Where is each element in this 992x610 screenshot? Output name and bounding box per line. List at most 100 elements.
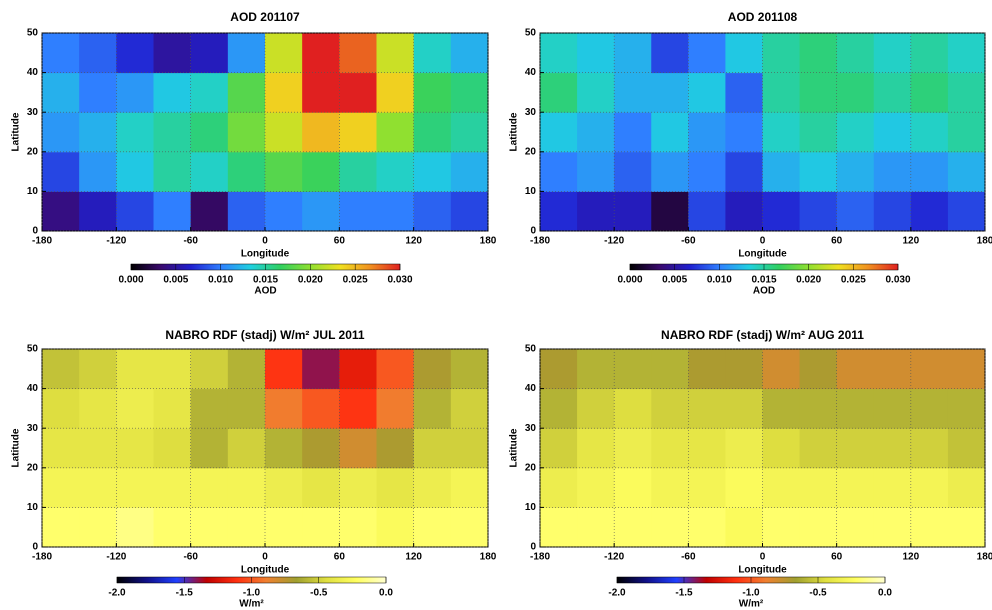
colorbar-tick-label: 0.025 xyxy=(841,275,866,286)
heat-cell xyxy=(265,191,303,232)
heat-cell xyxy=(339,428,377,469)
colorbar-label: W/m² xyxy=(239,599,264,610)
heat-cell xyxy=(227,428,266,469)
heat-cell xyxy=(302,112,340,153)
heat-cell xyxy=(190,507,229,548)
heat-cell xyxy=(910,507,949,548)
heat-cell xyxy=(577,349,615,390)
y-tick-label: 10 xyxy=(525,502,537,513)
colorbar-tick-label: 0.0 xyxy=(379,588,393,599)
colorbar-tick-label: 0.005 xyxy=(662,275,687,286)
heat-cell xyxy=(339,151,377,192)
heat-cell xyxy=(577,151,615,192)
y-tick-label: 50 xyxy=(27,28,39,39)
colorbar-tick-label: -2.0 xyxy=(108,588,126,599)
x-axis-label: Longitude xyxy=(241,565,290,576)
heat-cell xyxy=(339,191,377,232)
heat-cell xyxy=(836,467,875,508)
heat-cell xyxy=(227,507,266,548)
heat-cell xyxy=(116,428,154,469)
y-tick-label: 0 xyxy=(530,542,536,553)
y-axis-label: Latitude xyxy=(11,112,22,151)
heat-cell xyxy=(614,349,652,390)
heat-cell xyxy=(651,388,689,429)
heat-cell xyxy=(725,467,763,508)
y-tick-label: 0 xyxy=(32,542,38,553)
heat-cell xyxy=(79,467,117,508)
x-tick-label: 180 xyxy=(977,552,992,563)
heat-cell xyxy=(688,151,726,192)
heat-cell xyxy=(265,467,303,508)
heat-cell xyxy=(153,349,192,390)
heat-cell xyxy=(190,191,229,232)
x-tick-label: 60 xyxy=(334,552,346,563)
colorbar-tick-label: -1.5 xyxy=(176,588,194,599)
colorbar-tick-label: 0.0 xyxy=(878,588,892,599)
heat-cell xyxy=(762,72,801,113)
heat-cell xyxy=(376,507,415,548)
heat-cell xyxy=(799,112,838,153)
y-tick-label: 10 xyxy=(525,186,537,197)
colorbar-label: AOD xyxy=(254,286,276,297)
heat-cell xyxy=(227,467,266,508)
heat-cell xyxy=(725,191,763,232)
heat-cell xyxy=(339,349,377,390)
heat-cell xyxy=(413,349,452,390)
x-tick-label: 120 xyxy=(902,552,919,563)
heat-cell xyxy=(910,191,949,232)
panel-title: AOD 201108 xyxy=(728,10,798,24)
heat-cell xyxy=(79,191,117,232)
colorbar-label: AOD xyxy=(753,286,775,297)
heat-cell xyxy=(339,507,377,548)
heat-cell xyxy=(413,428,452,469)
heat-cell xyxy=(651,507,689,548)
heat-cell xyxy=(836,151,875,192)
heat-cell xyxy=(688,428,726,469)
y-tick-label: 50 xyxy=(27,344,39,355)
heat-cell xyxy=(725,72,763,113)
heat-cell xyxy=(651,33,689,74)
heat-cell xyxy=(873,112,912,153)
heat-cell xyxy=(947,33,986,74)
heat-cell xyxy=(153,388,192,429)
heat-cell xyxy=(577,507,615,548)
panel-title: AOD 201107 xyxy=(230,10,300,24)
heat-cell xyxy=(413,112,452,153)
heat-cell xyxy=(651,467,689,508)
x-tick-label: 0 xyxy=(262,236,268,247)
heat-cell xyxy=(302,151,340,192)
heat-cell xyxy=(265,112,303,153)
heat-cell xyxy=(302,191,340,232)
heat-cell xyxy=(873,507,912,548)
heat-cell xyxy=(116,467,154,508)
heat-cell xyxy=(762,428,801,469)
heat-cell xyxy=(339,467,377,508)
colorbar-tick-label: -0.5 xyxy=(809,588,827,599)
heat-cell xyxy=(688,507,726,548)
heat-cell xyxy=(836,72,875,113)
x-tick-label: 60 xyxy=(831,236,843,247)
heat-cell xyxy=(265,349,303,390)
heat-cell xyxy=(799,72,838,113)
y-tick-label: 20 xyxy=(525,462,537,473)
heat-cell xyxy=(836,507,875,548)
heat-cell xyxy=(540,72,578,113)
heat-cell xyxy=(450,151,489,192)
heat-cell xyxy=(153,467,192,508)
heat-cell xyxy=(450,191,489,232)
heat-cell xyxy=(762,507,801,548)
heat-cell xyxy=(799,467,838,508)
heat-cell xyxy=(688,112,726,153)
heat-cell xyxy=(79,112,117,153)
heat-cell xyxy=(947,191,986,232)
heat-cell xyxy=(116,507,154,548)
heat-cell xyxy=(725,349,763,390)
heat-cell xyxy=(947,151,986,192)
heat-cell xyxy=(190,388,229,429)
heat-cell xyxy=(836,191,875,232)
heat-cell xyxy=(302,349,340,390)
heat-cell xyxy=(799,349,838,390)
heat-cell xyxy=(227,191,266,232)
heat-cell xyxy=(413,151,452,192)
heat-cell xyxy=(79,33,117,74)
